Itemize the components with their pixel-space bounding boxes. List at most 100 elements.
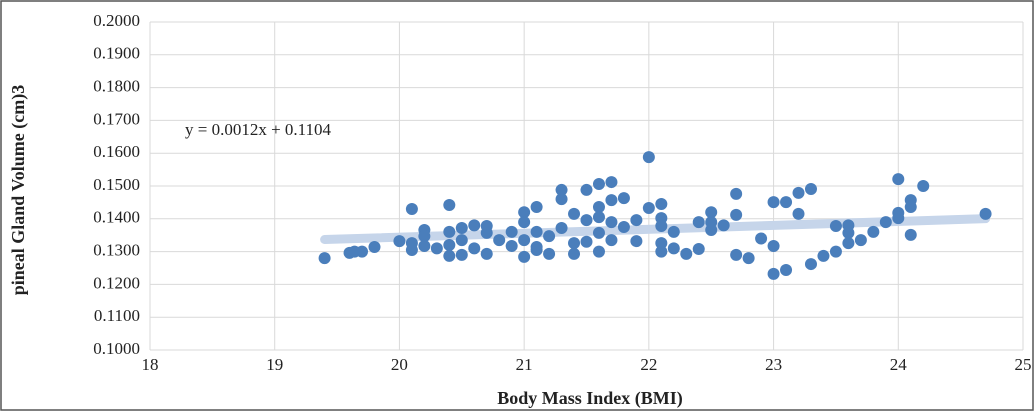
scatter-point <box>605 194 618 207</box>
scatter-point <box>917 180 930 192</box>
scatter-point <box>829 220 842 233</box>
x-tick-label: 22 <box>640 355 657 374</box>
scatter-point <box>530 225 543 238</box>
scatter-point <box>730 187 743 200</box>
scatter-point <box>904 228 917 241</box>
scatter-point <box>443 239 456 252</box>
scatter-point <box>393 235 406 248</box>
x-tick-label: 24 <box>890 355 908 374</box>
scatter-point <box>680 247 693 260</box>
scatter-point <box>555 221 568 234</box>
scatter-point <box>318 252 331 265</box>
scatter-point <box>555 183 568 196</box>
scatter-point <box>730 208 743 221</box>
scatter-point <box>518 216 531 229</box>
scatter-point <box>518 234 531 247</box>
scatter-point <box>455 221 468 234</box>
scatter-point <box>493 234 506 247</box>
scatter-point <box>418 240 431 253</box>
scatter-point <box>630 214 643 227</box>
scatter-point <box>418 230 431 243</box>
scatter-point <box>780 263 793 276</box>
scatter-point <box>730 248 743 261</box>
scatter-point <box>530 200 543 213</box>
x-tick-label: 23 <box>765 355 782 374</box>
y-tick-label: 0.1000 <box>93 339 140 358</box>
scatter-point <box>792 207 805 220</box>
scatter-point <box>592 226 605 239</box>
scatter-point <box>605 234 618 247</box>
scatter-point <box>443 225 456 238</box>
scatter-point <box>692 216 705 229</box>
y-tick-label: 0.1600 <box>93 142 140 161</box>
scatter-point <box>892 173 905 186</box>
y-axis-title: pineal Gland Volume (cm)3 <box>8 85 29 296</box>
y-tick-label: 0.1100 <box>94 306 140 325</box>
scatter-point <box>804 258 817 271</box>
scatter-point <box>592 178 605 191</box>
x-tick-label: 20 <box>391 355 408 374</box>
x-tick-label: 21 <box>516 355 533 374</box>
scatter-point <box>605 216 618 229</box>
scatter-point <box>505 240 518 253</box>
scatter-point <box>667 225 680 238</box>
scatter-point <box>530 243 543 256</box>
scatter-point <box>854 234 867 247</box>
trendline <box>320 214 991 245</box>
scatter-point <box>568 207 581 220</box>
scatter-point <box>443 199 456 212</box>
scatter-point <box>655 245 668 258</box>
scatter-point <box>842 226 855 239</box>
y-tick-label: 0.1200 <box>93 273 140 292</box>
scatter-point <box>804 182 817 195</box>
scatter-point <box>356 245 369 258</box>
y-tick-label: 0.1900 <box>93 44 140 63</box>
scatter-point <box>742 252 755 265</box>
scatter-point <box>617 192 630 205</box>
scatter-point <box>692 242 705 255</box>
x-tick-label: 25 <box>1015 355 1032 374</box>
scatter-point <box>755 232 768 245</box>
scatter-point <box>580 214 593 227</box>
y-tick-label: 0.2000 <box>93 11 140 30</box>
y-tick-label: 0.1500 <box>93 175 140 194</box>
scatter-point <box>468 219 481 232</box>
scatter-point <box>555 193 568 206</box>
scatter-point <box>405 237 418 250</box>
scatter-point <box>368 241 381 254</box>
scatter-point <box>630 235 643 248</box>
scatter-point <box>592 200 605 213</box>
x-axis-title: Body Mass Index (BMI) <box>497 388 683 409</box>
scatter-point <box>655 237 668 250</box>
scatter-point <box>430 242 443 255</box>
scatter-point <box>480 226 493 239</box>
scatter-point <box>518 250 531 263</box>
scatter-point <box>667 242 680 255</box>
scatter-point <box>817 249 830 262</box>
scatter-point <box>518 206 531 219</box>
scatter-point <box>655 198 668 211</box>
scatter-point <box>468 242 481 255</box>
y-tick-label: 0.1700 <box>93 109 140 128</box>
scatter-point <box>767 196 780 209</box>
x-tick-label: 18 <box>142 355 159 374</box>
scatter-point <box>580 235 593 248</box>
scatter-point <box>443 249 456 262</box>
scatter-point <box>780 196 793 209</box>
scatter-point <box>605 176 618 189</box>
scatter-point <box>717 219 730 232</box>
scatter-point <box>617 221 630 233</box>
scatter-point <box>405 202 418 215</box>
scatter-point <box>767 267 780 280</box>
scatter-point <box>455 248 468 261</box>
y-tick-label: 0.1800 <box>93 77 140 96</box>
scatter-point <box>642 151 655 164</box>
y-tick-label: 0.1400 <box>93 208 140 227</box>
scatter-point <box>892 212 905 225</box>
scatter-point <box>642 201 655 214</box>
scatter-point <box>904 200 917 213</box>
scatter-point <box>767 240 780 253</box>
scatter-point <box>592 211 605 224</box>
